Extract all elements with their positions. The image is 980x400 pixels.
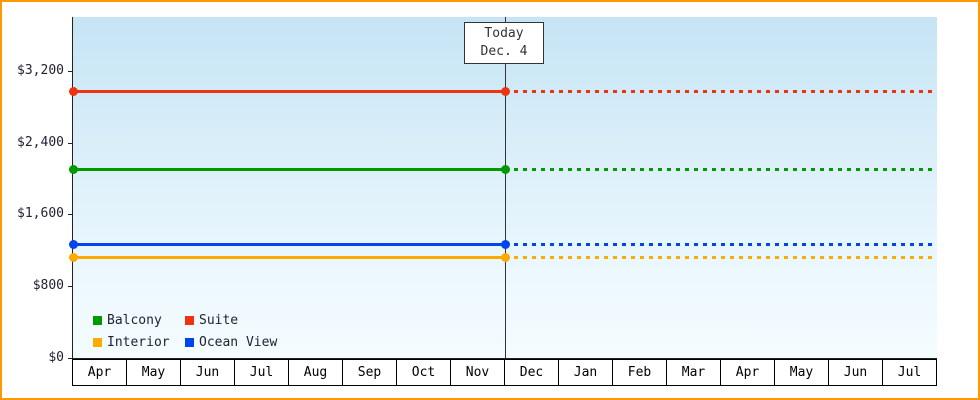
- series-line-solid-balcony: [73, 168, 505, 171]
- plot-area: Balcony Suite Interior Ocean View: [69, 17, 937, 359]
- x-axis-label-may: May: [774, 359, 828, 386]
- y-axis-tick: [68, 71, 72, 72]
- series-marker-today-ocean-view: [501, 240, 510, 249]
- x-axis-label-jun: Jun: [180, 359, 234, 386]
- legend-item-ocean-view: Ocean View: [185, 335, 277, 350]
- series-marker-start-ocean-view: [69, 240, 78, 249]
- y-axis-tick: [68, 214, 72, 215]
- y-axis-tick: [68, 358, 72, 359]
- x-axis-label-mar: Mar: [666, 359, 720, 386]
- legend-label-ocean-view: Ocean View: [199, 335, 278, 350]
- y-axis-label: $1,600: [17, 206, 64, 221]
- legend-swatch-balcony: [93, 316, 102, 325]
- y-axis-label: $2,400: [17, 135, 64, 150]
- x-axis-label-aug: Aug: [288, 359, 342, 386]
- legend-item-suite: Suite: [185, 313, 277, 328]
- x-axis-label-nov: Nov: [450, 359, 504, 386]
- x-axis-label-oct: Oct: [396, 359, 450, 386]
- series-marker-start-suite: [69, 87, 78, 96]
- x-axis-label-jul: Jul: [882, 359, 937, 386]
- series-line-dotted-balcony: [505, 168, 937, 171]
- legend-label-balcony: Balcony: [107, 313, 162, 328]
- series-line-dotted-ocean-view: [505, 243, 937, 246]
- x-axis: Apr May Jun Jul Aug Sep Oct Nov Dec Jan Feb Mar Apr M…: [72, 359, 937, 386]
- x-axis-label-apr: Apr: [72, 359, 126, 386]
- today-label-line1: Today: [484, 26, 524, 41]
- x-axis-label-jan: Jan: [558, 359, 612, 386]
- x-axis-label-feb: Feb: [612, 359, 666, 386]
- series-line-dotted-suite: [505, 90, 937, 93]
- legend-label-interior: Interior: [107, 335, 170, 350]
- x-axis-label-sep: Sep: [342, 359, 396, 386]
- series-line-solid-ocean-view: [73, 243, 505, 246]
- legend-item-interior: Interior: [93, 335, 185, 350]
- series-marker-start-interior: [69, 253, 78, 262]
- legend-item-balcony: Balcony: [93, 313, 185, 328]
- series-line-dotted-interior: [505, 256, 937, 259]
- x-axis-label-may: May: [126, 359, 180, 386]
- y-axis-label: $800: [32, 278, 64, 293]
- x-axis-label-jul: Jul: [234, 359, 288, 386]
- series-marker-today-balcony: [501, 165, 510, 174]
- today-marker-label: Today Dec. 4: [464, 22, 544, 64]
- legend-swatch-interior: [93, 338, 102, 347]
- series-marker-today-suite: [501, 87, 510, 96]
- legend-swatch-ocean-view: [185, 338, 194, 347]
- series-line-solid-interior: [73, 256, 505, 259]
- x-axis-label-dec: Dec: [504, 359, 558, 386]
- x-axis-label-jun: Jun: [828, 359, 882, 386]
- series-marker-start-balcony: [69, 165, 78, 174]
- y-axis-label: $0: [48, 350, 64, 365]
- x-axis-label-apr: Apr: [720, 359, 774, 386]
- legend: Balcony Suite Interior Ocean View: [93, 313, 277, 350]
- y-axis-tick: [68, 286, 72, 287]
- y-axis-tick: [68, 143, 72, 144]
- legend-swatch-suite: [185, 316, 194, 325]
- today-label-line2: Dec. 4: [480, 44, 528, 59]
- y-axis-label: $3,200: [17, 63, 64, 78]
- today-vertical-line: [505, 17, 506, 358]
- legend-label-suite: Suite: [199, 313, 239, 328]
- series-line-solid-suite: [73, 90, 505, 93]
- series-marker-today-interior: [501, 253, 510, 262]
